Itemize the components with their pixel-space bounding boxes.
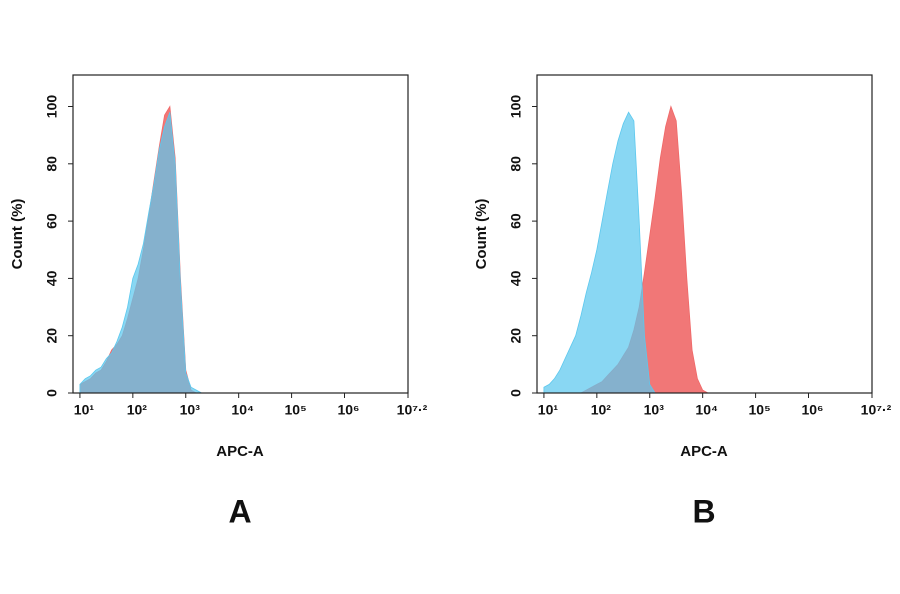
x-axis-label: APC-A — [680, 443, 728, 460]
x-tick-label: 10⁶ — [337, 402, 359, 418]
x-tick-label: 10³ — [180, 402, 201, 418]
y-tick-label: 60 — [508, 213, 524, 229]
y-tick-label: 0 — [44, 389, 60, 397]
x-axis-label: APC-A — [216, 443, 264, 460]
x-tick-label: 10³ — [644, 402, 665, 418]
x-tick-label: 10⁵ — [285, 402, 307, 418]
x-tick-label: 10² — [127, 402, 148, 418]
x-tick-label: 10⁷·² — [861, 402, 892, 418]
x-tick-label: 10⁴ — [695, 402, 718, 418]
y-tick-label: 80 — [44, 156, 60, 172]
panel-label: B — [692, 493, 715, 529]
plot-frame — [72, 74, 409, 394]
y-tick-label: 20 — [44, 328, 60, 344]
y-tick-label: 40 — [44, 270, 60, 286]
y-tick-label: 80 — [508, 156, 524, 172]
y-axis-label: Count (%) — [9, 199, 26, 270]
y-tick-label: 60 — [44, 213, 60, 229]
y-tick-label: 40 — [508, 270, 524, 286]
y-tick-label: 100 — [44, 95, 60, 119]
x-tick-label: 10² — [591, 402, 612, 418]
x-tick-label: 10⁴ — [231, 402, 254, 418]
y-tick-label: 20 — [508, 328, 524, 344]
y-axis-label: Count (%) — [473, 199, 490, 270]
x-tick-label: 10¹ — [538, 402, 559, 418]
plot-frame — [536, 74, 873, 394]
x-tick-label: 10⁵ — [749, 402, 771, 418]
histogram-area — [79, 112, 250, 394]
x-tick-label: 10⁷·² — [397, 402, 428, 418]
panel-label: A — [228, 493, 251, 529]
x-tick-label: 10¹ — [74, 402, 95, 418]
y-tick-label: 100 — [508, 95, 524, 119]
x-tick-label: 10⁶ — [801, 402, 823, 418]
y-tick-label: 0 — [508, 389, 524, 397]
